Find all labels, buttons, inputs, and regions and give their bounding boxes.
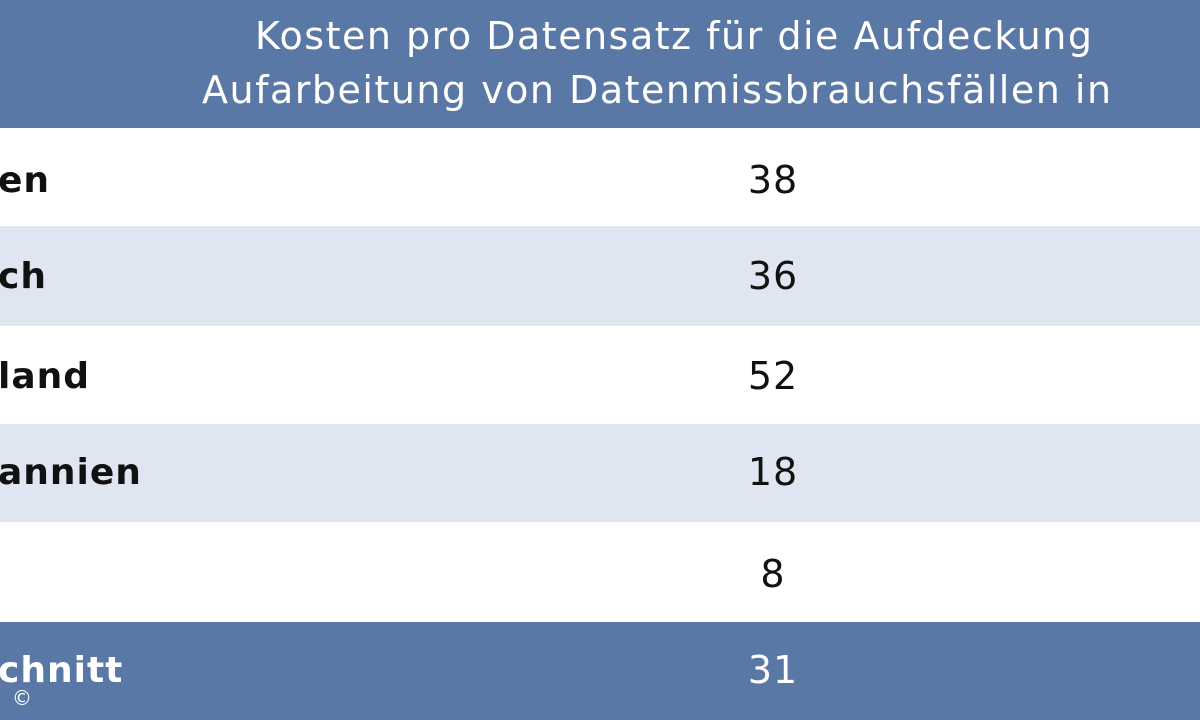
row-value: 36 (747, 254, 799, 298)
column-header-line-2: Aufarbeitung von Datenmissbrauchsfällen … (202, 68, 1113, 112)
table-row: ch 36 (0, 226, 1200, 326)
footer-label: chnitt (0, 650, 124, 691)
row-label: land (0, 356, 91, 397)
table-row: land 52 (0, 326, 1200, 424)
row-value: 38 (747, 158, 799, 202)
copyright-mark: © (12, 686, 32, 710)
row-label: ch (0, 256, 47, 297)
row-value: 8 (760, 552, 786, 596)
table-header: Kosten pro Datensatz für die Aufdeckung … (0, 0, 1200, 128)
table-row: annien 18 (0, 424, 1200, 522)
row-value: 52 (747, 354, 799, 398)
row-label: annien (0, 452, 142, 493)
table-footer-row: chnitt 31 (0, 622, 1200, 720)
column-header-line-1: Kosten pro Datensatz für die Aufdeckung (255, 14, 1094, 58)
footer-value: 31 (747, 648, 799, 692)
row-value: 18 (747, 450, 799, 494)
table-row: 8 (0, 522, 1200, 622)
row-label: en (0, 160, 51, 201)
table-row: en 38 (0, 128, 1200, 226)
